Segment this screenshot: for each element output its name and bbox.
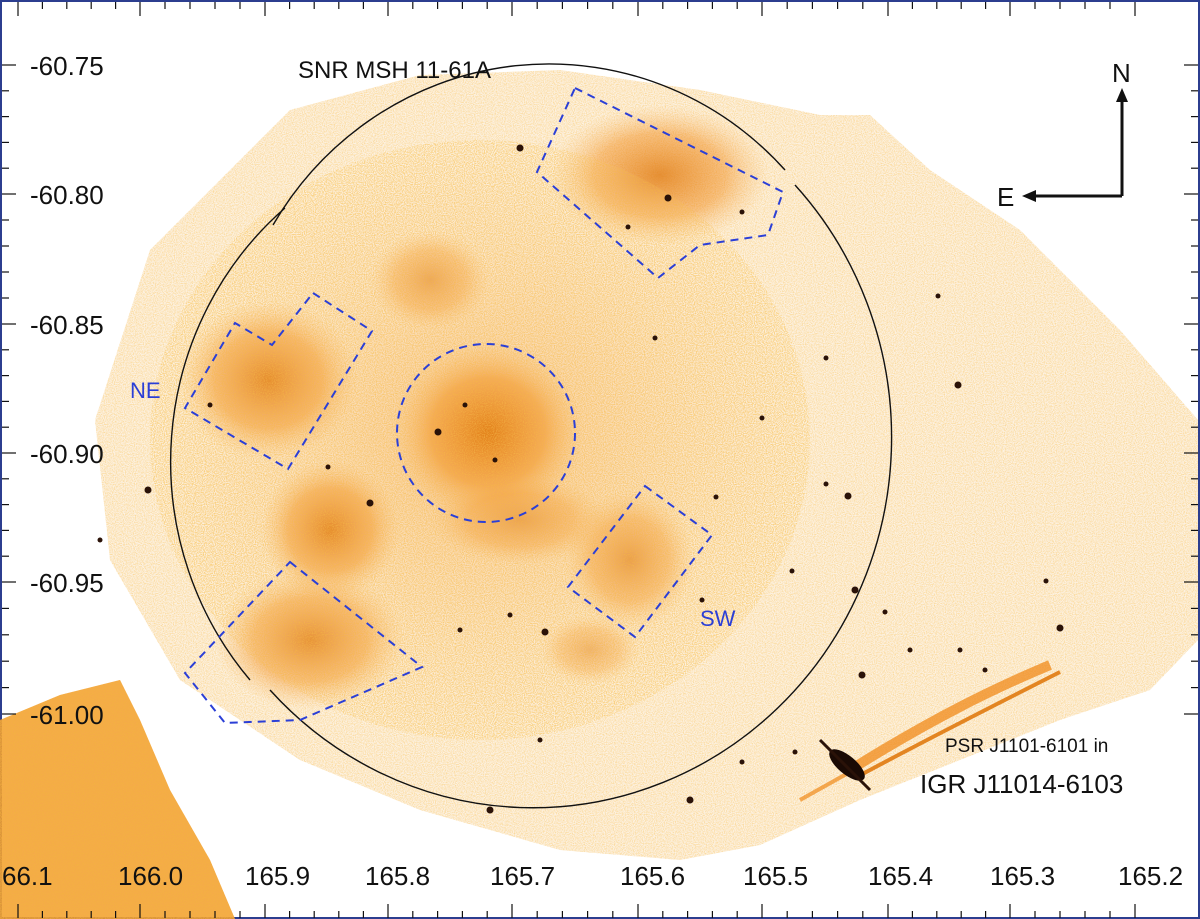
- point-source: [366, 499, 374, 507]
- snr-boundary-ellipse: [169, 63, 893, 809]
- point-source: [954, 381, 962, 389]
- point-source: [686, 796, 694, 804]
- sw-region-label: SW: [700, 606, 736, 631]
- analysis-regions: [183, 86, 785, 725]
- x-tick-label: 165.7: [490, 861, 555, 891]
- x-tick-label: 165.4: [868, 861, 933, 891]
- y-axis-labels: -60.75 -60.80 -60.85 -60.90 -60.95 -61.0…: [30, 51, 104, 730]
- north-arrowhead-icon: [1116, 88, 1128, 102]
- point-source: [1043, 578, 1049, 584]
- compass: N E: [997, 58, 1131, 212]
- point-source: [823, 355, 829, 361]
- point-source: [739, 209, 745, 215]
- x-tick-label: 165.3: [990, 861, 1055, 891]
- point-source: [792, 749, 798, 755]
- point-source: [699, 597, 705, 603]
- point-source: [541, 628, 549, 636]
- y-tick-label: -60.80: [30, 180, 104, 210]
- point-source: [907, 647, 913, 653]
- central-region-circle: [396, 343, 576, 523]
- compass-north-label: N: [1112, 58, 1131, 88]
- x-tick-label: 166.0: [118, 861, 183, 891]
- ne-region-box: [183, 291, 374, 471]
- point-source: [97, 537, 103, 543]
- x-tick-label: 165.5: [743, 861, 808, 891]
- point-source: [537, 737, 543, 743]
- point-source: [486, 806, 494, 814]
- point-source: [434, 428, 442, 436]
- x-tick-label: 165.8: [365, 861, 430, 891]
- point-sources: [97, 144, 1064, 814]
- point-source: [325, 464, 331, 470]
- south-region-box: [183, 560, 424, 725]
- point-source: [882, 609, 888, 615]
- pulsar-jet: [799, 660, 1061, 802]
- point-source: [759, 415, 765, 421]
- x-tick-label: 165.9: [245, 861, 310, 891]
- point-source: [462, 402, 468, 408]
- remnant-emission: [150, 105, 810, 740]
- ne-region-label: NE: [130, 378, 161, 403]
- point-source: [1056, 624, 1064, 632]
- x-tick-label: 66.1: [2, 861, 53, 891]
- point-source: [982, 667, 988, 673]
- point-source: [789, 568, 795, 574]
- point-source: [713, 494, 719, 500]
- point-source: [492, 457, 498, 463]
- point-source: [507, 612, 513, 618]
- igr-source-label: IGR J11014-6103: [920, 769, 1123, 799]
- point-source: [625, 224, 631, 230]
- point-source: [144, 486, 152, 494]
- snr-title: SNR MSH 11-61A: [298, 57, 491, 84]
- point-source: [844, 492, 852, 500]
- pulsar-label: PSR J1101-6101 in: [945, 736, 1108, 757]
- sw-region-box: [566, 484, 714, 639]
- point-source: [957, 647, 963, 653]
- y-tick-label: -60.95: [30, 568, 104, 598]
- y-tick-label: -60.75: [30, 51, 104, 81]
- compass-east-label: E: [997, 182, 1014, 212]
- y-tick-label: -61.00: [30, 700, 104, 730]
- x-tick-label: 165.6: [620, 861, 685, 891]
- north-region-box: [535, 86, 785, 280]
- point-source: [457, 627, 463, 633]
- east-arrowhead-icon: [1022, 190, 1036, 202]
- x-axis-labels: 66.1 166.0 165.9 165.8 165.7 165.6 165.5…: [2, 861, 1183, 891]
- y-tick-label: -60.90: [30, 439, 104, 469]
- point-source: [664, 194, 672, 202]
- point-source: [207, 402, 213, 408]
- point-source: [858, 671, 866, 679]
- point-source: [935, 293, 941, 299]
- x-tick-label: 165.2: [1118, 861, 1183, 891]
- point-source: [851, 586, 859, 594]
- point-source: [739, 759, 745, 765]
- y-tick-label: -60.85: [30, 310, 104, 340]
- point-source: [823, 481, 829, 487]
- dense-emission-bottom-left: [0, 680, 235, 919]
- point-source: [652, 335, 658, 341]
- point-source: [516, 144, 524, 152]
